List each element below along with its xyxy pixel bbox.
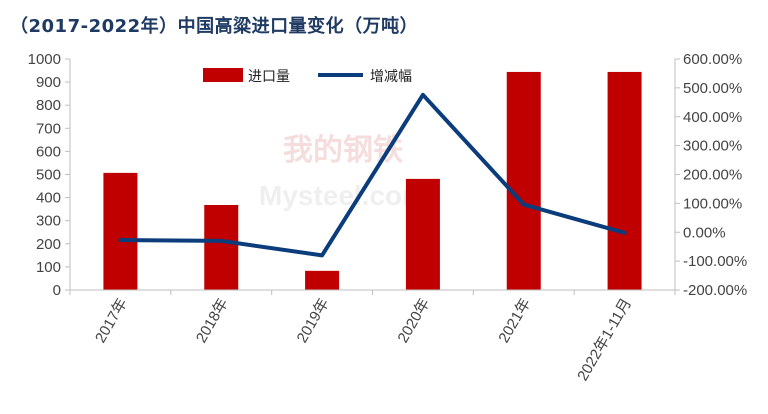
left-tick-label: 500 <box>36 167 61 184</box>
left-tick-label: 200 <box>36 236 61 253</box>
bar-series <box>103 71 642 290</box>
bar-2021年 <box>506 71 541 290</box>
right-tick-label: 0.00% <box>683 224 726 241</box>
x-tick-label: 2022年1-11月 <box>574 296 635 384</box>
x-tick-label: 2020年 <box>394 296 433 346</box>
legend-label-line: 增减幅 <box>370 69 412 85</box>
left-tick-label: 1000 <box>28 51 61 68</box>
x-tick-label: 2017年 <box>92 296 131 346</box>
legend-label-bar: 进口量 <box>248 69 290 85</box>
bar-2017年 <box>103 172 138 290</box>
x-tick-label: 2018年 <box>193 296 232 346</box>
x-tick-label: 2021年 <box>495 296 534 346</box>
bar-2022年1-11月 <box>607 71 642 290</box>
right-tick-label: 300.00% <box>683 138 742 155</box>
watermark-logo-text: 我的钢铁 <box>283 134 403 167</box>
right-tick-label: -200.00% <box>683 282 747 299</box>
legend-swatch-bar <box>203 68 243 82</box>
right-tick-label: 200.00% <box>683 167 742 184</box>
left-tick-label: 300 <box>36 213 61 230</box>
right-tick-label: -100.00% <box>683 253 747 270</box>
right-tick-label: 400.00% <box>683 109 742 126</box>
left-tick-label: 600 <box>36 143 61 160</box>
x-tick-label: 2019年 <box>294 296 333 346</box>
watermark-site-text: Mysteel.com <box>259 180 427 211</box>
watermark: 我的钢铁 Mysteel.com <box>259 134 427 211</box>
left-tick-label: 800 <box>36 97 61 114</box>
chart-title: （2017-2022年）中国高粱进口量变化（万吨） <box>10 16 419 37</box>
left-tick-label: 100 <box>36 259 61 276</box>
right-tick-label: 100.00% <box>683 195 742 212</box>
left-tick-label: 0 <box>53 282 61 299</box>
right-tick-label: 600.00% <box>683 51 742 68</box>
left-tick-label: 700 <box>36 120 61 137</box>
line-series <box>118 92 627 258</box>
line-增减幅 <box>118 92 627 258</box>
bar-2018年 <box>204 204 239 290</box>
legend: 进口量 增减幅 <box>203 68 412 85</box>
right-tick-label: 500.00% <box>683 80 742 97</box>
left-tick-label: 400 <box>36 190 61 207</box>
left-tick-label: 900 <box>36 74 61 91</box>
bar-2019年 <box>305 270 340 290</box>
bar-2020年 <box>405 178 440 290</box>
